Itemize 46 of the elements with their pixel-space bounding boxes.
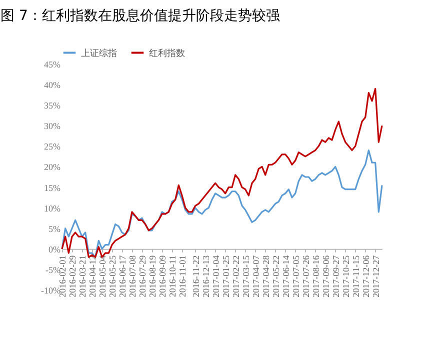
legend-label: 上证综指 — [81, 48, 117, 59]
x-tick-label: 2017-01-25 — [220, 254, 231, 298]
y-tick-label: 10% — [44, 203, 61, 214]
y-tick-label: -10% — [41, 286, 61, 296]
x-tick-label: 2017-09-06 — [320, 254, 331, 298]
x-tick-label: 2017-09-27 — [330, 254, 341, 298]
x-tick-label: 2016-03-21 — [78, 255, 88, 298]
y-tick-label: 35% — [44, 100, 61, 111]
x-tick-label: 2017-04-28 — [260, 254, 271, 298]
y-tick-label: 5% — [48, 224, 61, 234]
x-tick-label: 2016-11-22 — [190, 255, 201, 298]
x-tick-label: 2017-11-15 — [350, 254, 361, 298]
x-tick-label: 2016-11-01 — [178, 255, 188, 298]
x-tick-label: 2017-07-26 — [300, 254, 311, 298]
y-tick-label: 15% — [44, 182, 61, 193]
x-tick-label: 2016-10-11 — [168, 255, 178, 298]
x-tick-label: 2016-07-29 — [138, 254, 148, 298]
x-tick-label: 2016-06-17 — [118, 254, 128, 298]
x-tick-label: 2016-07-08 — [128, 254, 138, 298]
y-tick-label: 40% — [44, 80, 61, 90]
x-tick-label: 2016-02-29 — [68, 254, 78, 298]
x-tick-label: 2017-08-16 — [310, 254, 321, 298]
y-tick-label: 45% — [44, 60, 61, 70]
x-tick-label: 2017-12-27 — [370, 254, 381, 298]
y-tick-label: 0% — [48, 244, 61, 254]
x-tick-label: 2017-05-22 — [270, 255, 281, 298]
y-tick-label: -5% — [46, 264, 61, 275]
y-tick-label: 25% — [44, 142, 61, 152]
x-tick-label: 2016-09-09 — [158, 254, 168, 298]
x-tick-label: 2017-04-07 — [250, 254, 261, 298]
y-tick-label: 30% — [44, 121, 61, 132]
x-tick-label: 2017-01-04 — [210, 254, 221, 298]
x-tick-label: 2016-08-19 — [148, 254, 158, 298]
x-tick-label: 2017-03-15 — [240, 254, 251, 298]
x-tick-label: 2017-12-06 — [360, 254, 371, 298]
x-tick-label: 2016-04-12 — [88, 255, 98, 298]
chart-title: 图 7：红利指数在股息价值提升阶段走势较强 — [0, 8, 280, 24]
x-tick-label: 2016-05-04 — [98, 254, 108, 298]
legend-label: 红利指数 — [149, 48, 185, 59]
x-tick-label: 2017-10-25 — [340, 254, 351, 298]
x-tick-label: 2017-06-14 — [280, 254, 291, 298]
x-tick-label: 2017-07-05 — [290, 254, 301, 298]
y-tick-label: 20% — [44, 162, 61, 172]
x-tick-label: 2016-05-25 — [108, 254, 118, 298]
x-tick-label: 2017-02-22 — [230, 255, 241, 298]
x-tick-label: 2016-12-13 — [200, 254, 211, 298]
